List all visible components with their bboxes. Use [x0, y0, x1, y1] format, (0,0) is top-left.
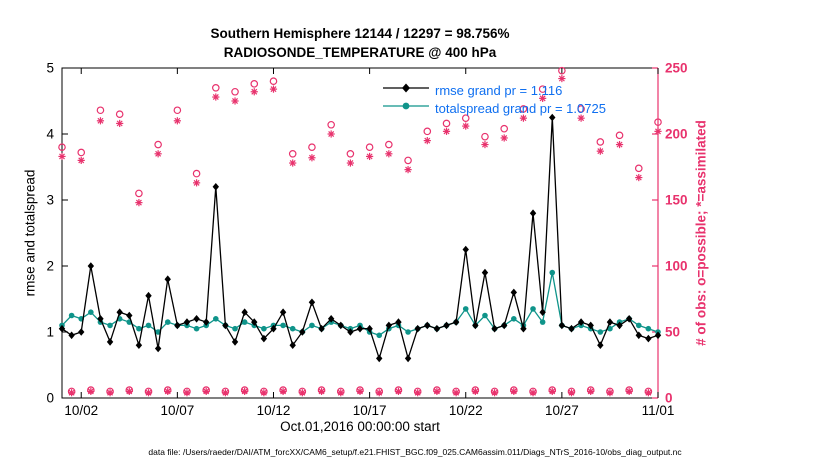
- legend-label-rmse: rmse grand pr = 1.116: [435, 82, 563, 98]
- legend: rmse grand pr = 1.116 totalspread grand …: [383, 81, 606, 117]
- svg-text:50: 50: [665, 325, 680, 340]
- chart-title: Southern Hemisphere 12144 / 12297 = 98.7…: [62, 24, 658, 62]
- legend-label-totalspread: totalspread grand pr = 1.0725: [435, 100, 606, 116]
- right-axis-label: # of obs: o=possible; *=assimilated: [693, 120, 709, 346]
- svg-text:4: 4: [46, 127, 54, 142]
- svg-text:10/02: 10/02: [64, 403, 98, 418]
- chart-title-line1: Southern Hemisphere 12144 / 12297 = 98.7…: [210, 26, 510, 41]
- svg-text:10/17: 10/17: [353, 403, 387, 418]
- svg-text:0: 0: [46, 391, 54, 406]
- totalspread-marker-sample-icon: [383, 99, 429, 117]
- rmse-marker-sample-icon: [383, 81, 429, 99]
- svg-text:11/01: 11/01: [642, 403, 675, 418]
- svg-text:2: 2: [46, 259, 54, 274]
- chart-title-line2: RADIOSONDE_TEMPERATURE @ 400 hPa: [223, 45, 497, 60]
- left-axis-label: rmse and totalspread: [22, 169, 38, 297]
- svg-text:250: 250: [665, 61, 688, 76]
- svg-text:100: 100: [665, 259, 688, 274]
- svg-text:10/27: 10/27: [545, 403, 579, 418]
- svg-text:0: 0: [665, 391, 673, 406]
- svg-text:10/07: 10/07: [160, 403, 194, 418]
- svg-text:200: 200: [665, 127, 688, 142]
- x-axis-label: Oct.01,2016 00:00:00 start: [280, 419, 440, 434]
- svg-text:5: 5: [46, 61, 54, 76]
- svg-text:1: 1: [46, 325, 54, 340]
- svg-text:150: 150: [665, 193, 688, 208]
- svg-text:10/22: 10/22: [449, 403, 483, 418]
- svg-text:3: 3: [46, 193, 54, 208]
- data-file-caption: data file: /Users/raeder/DAI/ATM_forcXX/…: [148, 447, 682, 457]
- legend-item-rmse: rmse grand pr = 1.116: [383, 81, 606, 99]
- legend-item-totalspread: totalspread grand pr = 1.0725: [383, 99, 606, 117]
- svg-text:10/12: 10/12: [257, 403, 291, 418]
